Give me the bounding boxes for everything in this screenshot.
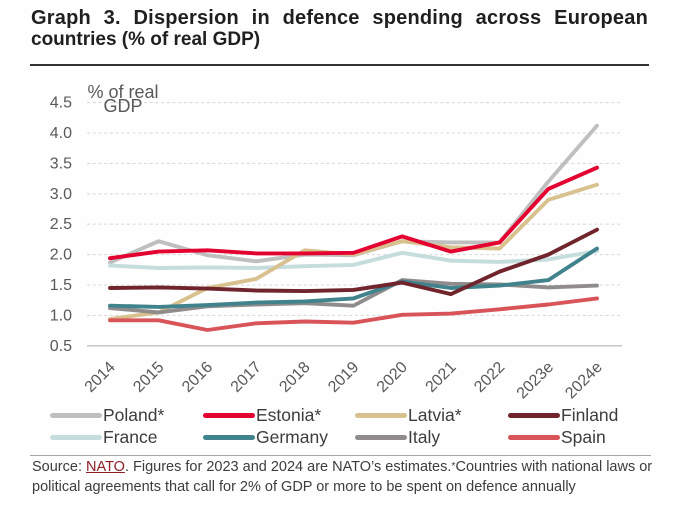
svg-text:3.0: 3.0	[50, 186, 72, 203]
svg-text:2020: 2020	[374, 359, 411, 396]
svg-text:2015: 2015	[130, 359, 167, 396]
svg-text:2021: 2021	[423, 359, 460, 396]
svg-text:2023e: 2023e	[514, 359, 558, 403]
svg-text:0.5: 0.5	[50, 338, 72, 355]
svg-text:2022: 2022	[471, 359, 508, 396]
svg-text:2018: 2018	[276, 359, 313, 396]
svg-text:2019: 2019	[325, 359, 362, 396]
svg-text:2016: 2016	[179, 359, 216, 396]
svg-text:% of real: % of real	[87, 82, 158, 102]
svg-text:GDP: GDP	[103, 96, 142, 116]
svg-text:1.5: 1.5	[50, 277, 72, 294]
svg-text:2014: 2014	[82, 359, 119, 396]
svg-text:2024e: 2024e	[562, 359, 606, 403]
svg-text:2.5: 2.5	[50, 216, 72, 233]
svg-text:4.0: 4.0	[50, 125, 72, 142]
svg-text:3.5: 3.5	[50, 155, 72, 172]
svg-text:2017: 2017	[228, 359, 265, 396]
svg-text:2.0: 2.0	[50, 247, 72, 264]
svg-text:1.0: 1.0	[50, 307, 72, 324]
svg-text:4.5: 4.5	[50, 95, 72, 112]
